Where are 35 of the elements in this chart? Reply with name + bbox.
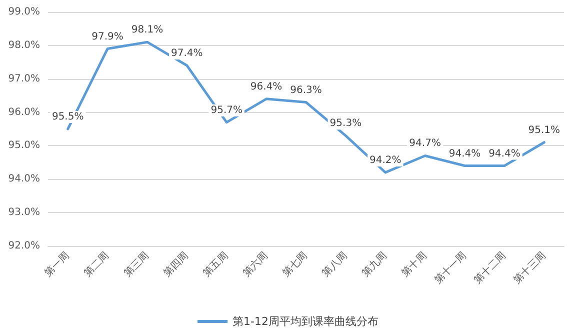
y-tick-label: 98.0% [8,40,40,51]
data-label: 97.4% [171,48,203,59]
x-tick-label: 第四周 [161,249,191,280]
x-tick-label: 第一周 [42,249,72,280]
y-tick-label: 99.0% [8,6,40,18]
x-tick-label: 第五周 [200,249,231,280]
data-label: 94.7% [409,138,441,150]
y-tick-label: 96.0% [8,106,40,118]
x-tick-label: 第十二周 [472,249,508,286]
y-tick-label: 94.0% [8,174,40,185]
data-label: 96.4% [250,81,282,92]
data-label: 98.1% [131,24,164,36]
data-label: 94.4% [488,148,520,160]
data-label: 97.9% [92,31,124,42]
data-label: 94.2% [369,154,402,166]
x-tick-label: 第七周 [280,249,310,280]
legend-label: 第1-12周平均到课率曲线分布 [232,315,378,328]
x-tick-label: 第九周 [360,249,390,280]
y-tick-label: 92.0% [8,240,40,252]
x-tick-label: 第十周 [399,249,429,280]
x-tick-label: 第三周 [121,249,152,280]
y-tick-label: 93.0% [8,207,40,218]
y-tick-label: 97.0% [8,73,40,84]
x-tick-label: 第二周 [82,249,112,280]
data-label: 96.3% [290,84,322,96]
x-tick-label: 第六周 [240,249,270,280]
y-tick-label: 95.0% [8,140,40,152]
x-tick-label: 第十一周 [432,249,469,286]
data-label: 95.7% [210,104,243,116]
data-label: 95.1% [528,124,560,136]
x-tick-label: 第十三周 [511,249,548,286]
x-tick-label: 第八周 [320,249,350,280]
data-label: 95.3% [330,118,362,130]
data-label: 95.5% [52,112,84,122]
data-label: 94.4% [448,148,481,160]
